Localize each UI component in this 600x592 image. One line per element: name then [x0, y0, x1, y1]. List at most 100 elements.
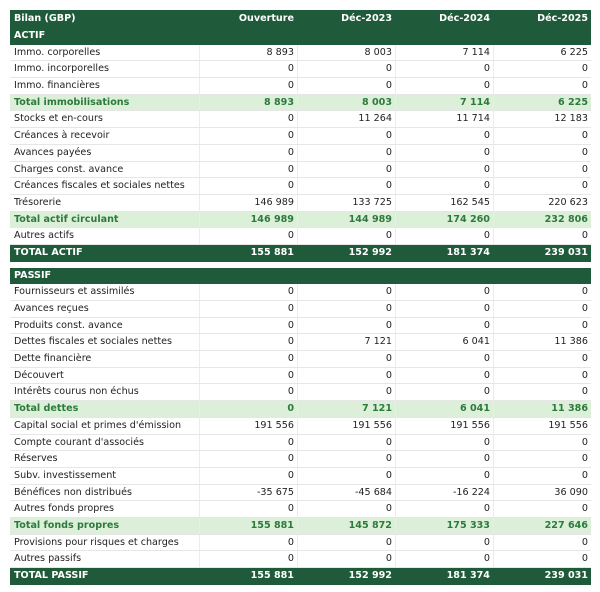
value-cell: 227 646 — [493, 517, 591, 534]
row-label: Réserves — [14, 453, 58, 465]
value-cell: 0 — [395, 384, 493, 401]
value-cell: 155 881 — [199, 568, 297, 585]
value-cell: 0 — [199, 351, 297, 367]
subtotal-row: Total dettes 0 7 121 6 041 11 386 — [10, 401, 591, 418]
empty-cell — [199, 28, 297, 45]
value-cell: 0 — [395, 451, 493, 467]
table-row: Avances reçues 0 0 0 0 — [10, 301, 591, 318]
value-cell: 0 — [199, 401, 297, 417]
value-cell: 0 — [297, 284, 395, 300]
value-cell: 0 — [493, 178, 591, 194]
subtotal-row: Total fonds propres 155 881 145 872 175 333… — [10, 517, 591, 535]
value-cell: 7 121 — [297, 401, 395, 417]
value-cell: 152 992 — [297, 568, 395, 585]
value-cell: 0 — [297, 61, 395, 78]
empty-cell — [199, 267, 297, 285]
row-label: Immo. incorporelles — [14, 63, 109, 75]
row-label: TOTAL PASSIF — [14, 570, 89, 581]
value-cell: 11 386 — [493, 334, 591, 351]
value-cell: 0 — [199, 367, 297, 384]
value-cell: 11 264 — [297, 111, 395, 128]
value-cell: 0 — [493, 301, 591, 317]
row-label: Dette financière — [14, 353, 92, 365]
row-label: Fournisseurs et assimilés — [14, 286, 135, 298]
row-label: TOTAL ACTIF — [14, 246, 83, 258]
row-label: Créances à recevoir — [14, 130, 110, 142]
value-cell: 11 386 — [493, 401, 591, 417]
row-label: Produits const. avance — [14, 319, 123, 331]
section-row: PASSIF — [10, 267, 591, 285]
value-cell: -45 684 — [297, 484, 395, 501]
table-row: Créances fiscales et sociales nettes 0 0 0 0 — [10, 178, 591, 195]
row-label: Provisions pour risques et charges — [14, 536, 179, 548]
value-cell: 0 — [199, 451, 297, 467]
total-row: TOTAL PASSIF 155 881 152 992 181 374 239 031 — [10, 568, 591, 585]
table-row: Autres passifs 0 0 0 0 — [10, 551, 591, 568]
value-cell: -35 675 — [199, 484, 297, 501]
value-cell: 0 — [199, 144, 297, 161]
value-cell: 0 — [297, 551, 395, 567]
header-cell: Déc-2025 — [493, 10, 591, 28]
row-label: Charges const. avance — [14, 163, 124, 175]
header-cell: Bilan (GBP) — [14, 13, 76, 24]
value-cell: 0 — [199, 228, 297, 244]
row-label: Trésorerie — [14, 196, 62, 208]
value-cell: 0 — [395, 284, 493, 300]
value-cell: 145 872 — [297, 517, 395, 534]
value-cell: 0 — [199, 551, 297, 567]
value-cell: 0 — [297, 178, 395, 194]
value-cell: 152 992 — [297, 244, 395, 262]
row-label: Total fonds propres — [14, 519, 120, 531]
value-cell: 0 — [395, 467, 493, 484]
table-row: Réserves 0 0 0 0 — [10, 451, 591, 468]
value-cell: 0 — [297, 467, 395, 484]
value-cell: 0 — [493, 551, 591, 567]
value-cell: 181 374 — [395, 244, 493, 262]
value-cell: 191 556 — [395, 417, 493, 434]
value-cell: 0 — [199, 501, 297, 517]
value-cell: -16 224 — [395, 484, 493, 501]
row-label: Total dettes — [14, 403, 79, 415]
row-label: Bénéfices non distribués — [14, 486, 133, 498]
value-cell: 0 — [493, 384, 591, 401]
value-cell: 0 — [395, 501, 493, 517]
value-cell: 11 714 — [395, 111, 493, 128]
value-cell: 133 725 — [297, 194, 395, 211]
value-cell: 0 — [493, 78, 591, 94]
value-cell: 220 623 — [493, 194, 591, 211]
value-cell: 7 114 — [395, 94, 493, 111]
value-cell: 0 — [493, 61, 591, 78]
value-cell: 155 881 — [199, 517, 297, 534]
value-cell: 0 — [297, 128, 395, 144]
value-cell: 0 — [395, 367, 493, 384]
value-cell: 0 — [297, 317, 395, 334]
value-cell: 0 — [395, 317, 493, 334]
value-cell: 146 989 — [199, 211, 297, 228]
section-title: ACTIF — [14, 30, 46, 41]
value-cell: 0 — [297, 351, 395, 367]
total-row: TOTAL ACTIF 155 881 152 992 181 374 239 031 — [10, 244, 591, 262]
value-cell: 155 881 — [199, 244, 297, 262]
value-cell: 232 806 — [493, 211, 591, 228]
value-cell: 0 — [199, 128, 297, 144]
value-cell: 0 — [297, 228, 395, 244]
empty-cell — [493, 28, 591, 45]
value-cell: 0 — [297, 161, 395, 178]
table-row: Fournisseurs et assimilés 0 0 0 0 — [10, 284, 591, 301]
value-cell: 0 — [493, 434, 591, 451]
row-label: Stocks et en-cours — [14, 113, 103, 125]
row-label: Autres fonds propres — [14, 503, 114, 515]
row-label: Capital social et primes d'émission — [14, 419, 182, 431]
value-cell: 0 — [199, 467, 297, 484]
row-label: Dettes fiscales et sociales nettes — [14, 336, 172, 348]
value-cell: 0 — [395, 434, 493, 451]
value-cell: 8 003 — [297, 94, 395, 111]
table-row: Charges const. avance 0 0 0 0 — [10, 161, 591, 179]
value-cell: 36 090 — [493, 484, 591, 501]
table-row: Autres fonds propres 0 0 0 0 — [10, 501, 591, 518]
value-cell: 144 989 — [297, 211, 395, 228]
table-row: Immo. incorporelles 0 0 0 0 — [10, 61, 591, 79]
value-cell: 12 183 — [493, 111, 591, 128]
value-cell: 0 — [297, 78, 395, 94]
